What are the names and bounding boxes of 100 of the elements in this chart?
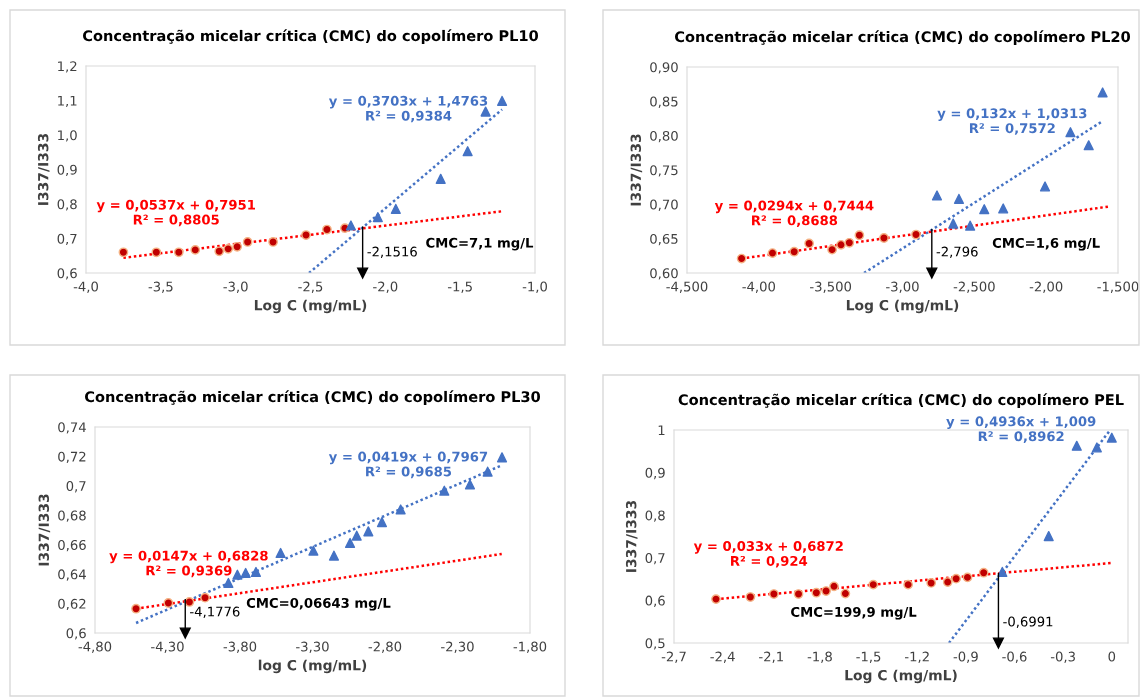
point bbox=[926, 578, 937, 588]
x-tick-label: -2,30 bbox=[441, 641, 474, 653]
point bbox=[496, 452, 508, 463]
point bbox=[827, 244, 837, 255]
x-axis-title: Log C (mg/mL) bbox=[845, 669, 957, 684]
point bbox=[962, 572, 973, 583]
point bbox=[464, 479, 476, 490]
series-label: y = 0,033x + 0,6872 R² = 0,924 bbox=[693, 541, 843, 568]
point bbox=[1039, 181, 1051, 192]
x-tick-label: -0,6 bbox=[1002, 651, 1027, 663]
point bbox=[844, 237, 855, 248]
point bbox=[854, 230, 865, 241]
x-tick-label: 0 bbox=[1108, 651, 1116, 662]
point bbox=[942, 577, 953, 587]
point bbox=[372, 212, 383, 223]
point bbox=[214, 246, 225, 257]
point bbox=[223, 577, 234, 589]
x-tick-label: -1,5 bbox=[856, 651, 881, 663]
point bbox=[308, 545, 319, 556]
point bbox=[328, 550, 340, 561]
x-tick-label: -2,500 bbox=[953, 281, 995, 293]
point bbox=[840, 588, 851, 599]
point bbox=[190, 245, 201, 255]
point bbox=[793, 589, 804, 599]
x-tick-label: -1,500 bbox=[1097, 281, 1139, 293]
point bbox=[829, 581, 839, 592]
x-tick-label: -2,80 bbox=[368, 641, 402, 653]
point bbox=[926, 267, 938, 279]
series-label: y = 0,0294x + 0,7444 R² = 0,8688 bbox=[714, 200, 874, 228]
y-tick-label: 0,6 bbox=[57, 268, 77, 280]
x-tick-label: -1,0 bbox=[522, 281, 547, 293]
x-tick-label: -2,00 bbox=[1029, 281, 1063, 293]
y-tick-label: 0,60 bbox=[650, 268, 678, 280]
point bbox=[997, 566, 1008, 577]
point bbox=[931, 190, 943, 201]
x-tick-label: -1,2 bbox=[904, 651, 929, 663]
x-tick-label: -3,0 bbox=[223, 281, 248, 293]
point bbox=[811, 587, 822, 598]
point bbox=[242, 237, 253, 247]
y-tick-label: 0,68 bbox=[58, 510, 86, 522]
chart-title: Concentração micelar crítica (CMC) do copolímero PL20 bbox=[675, 30, 1131, 46]
point bbox=[390, 203, 401, 214]
point bbox=[951, 573, 961, 584]
point bbox=[376, 516, 388, 528]
series-label: y = 0,0419x + 0,7967 R² = 0,9685 bbox=[328, 451, 488, 479]
x-tick-label: -2,0 bbox=[373, 281, 398, 293]
point bbox=[345, 220, 356, 231]
point bbox=[978, 567, 989, 578]
y-tick-label: 0,8 bbox=[57, 199, 77, 211]
y-tick-label: 1,0 bbox=[58, 130, 77, 142]
y-tick-label: 0,5 bbox=[645, 638, 665, 650]
point bbox=[395, 504, 406, 515]
point bbox=[953, 193, 965, 204]
point bbox=[992, 637, 1004, 649]
x-tick-label: -4,0 bbox=[73, 281, 98, 293]
y-tick-label: 0,7 bbox=[645, 553, 665, 565]
x-tick-label: -3,30 bbox=[296, 641, 329, 653]
y-tick-label: 1,2 bbox=[58, 61, 77, 73]
point bbox=[173, 247, 184, 258]
point bbox=[1106, 432, 1117, 443]
point bbox=[769, 589, 779, 599]
y-tick-label: 0,72 bbox=[58, 451, 86, 463]
point bbox=[965, 220, 976, 231]
y-tick-label: 0,6 bbox=[66, 628, 86, 640]
point bbox=[301, 230, 311, 240]
x-tick-label: -2,4 bbox=[710, 651, 735, 663]
point bbox=[363, 526, 374, 537]
series-label: -2,1516 bbox=[367, 246, 417, 258]
point bbox=[131, 603, 141, 614]
x-tick-label: -1,80 bbox=[513, 641, 547, 653]
y-tick-label: 0,7 bbox=[57, 233, 77, 246]
point bbox=[745, 592, 756, 602]
point bbox=[979, 204, 990, 215]
point bbox=[998, 203, 1009, 214]
x-tick-label: -4,500 bbox=[666, 281, 708, 293]
point bbox=[496, 95, 508, 106]
point bbox=[344, 537, 356, 549]
y-axis-title: I337/I333 bbox=[38, 494, 51, 566]
y-tick-label: 0,66 bbox=[58, 539, 86, 552]
annotation: CMC=1,6 mg/L bbox=[992, 237, 1100, 251]
point bbox=[836, 239, 846, 250]
y-tick-label: 0,9 bbox=[57, 164, 77, 177]
point bbox=[804, 238, 814, 249]
y-tick-label: 0,6 bbox=[645, 595, 665, 607]
point bbox=[200, 592, 210, 603]
point bbox=[250, 566, 262, 578]
x-tick-label: -3,00 bbox=[886, 281, 919, 293]
series-label: -2,796 bbox=[936, 246, 978, 258]
point bbox=[439, 485, 450, 496]
point bbox=[482, 466, 493, 477]
y-tick-label: 0,64 bbox=[58, 569, 86, 581]
point bbox=[821, 586, 831, 596]
y-tick-label: 0,70 bbox=[650, 199, 678, 211]
y-tick-label: 0,65 bbox=[650, 233, 678, 246]
annotation: CMC=7,1 mg/L bbox=[426, 237, 534, 251]
y-tick-label: 0,85 bbox=[650, 96, 678, 108]
point bbox=[1097, 87, 1108, 98]
x-tick-label: -1,5 bbox=[447, 281, 472, 293]
series-label: y = 0,3703x + 1,4763 R² = 0,9384 bbox=[328, 95, 488, 123]
point bbox=[351, 530, 362, 541]
